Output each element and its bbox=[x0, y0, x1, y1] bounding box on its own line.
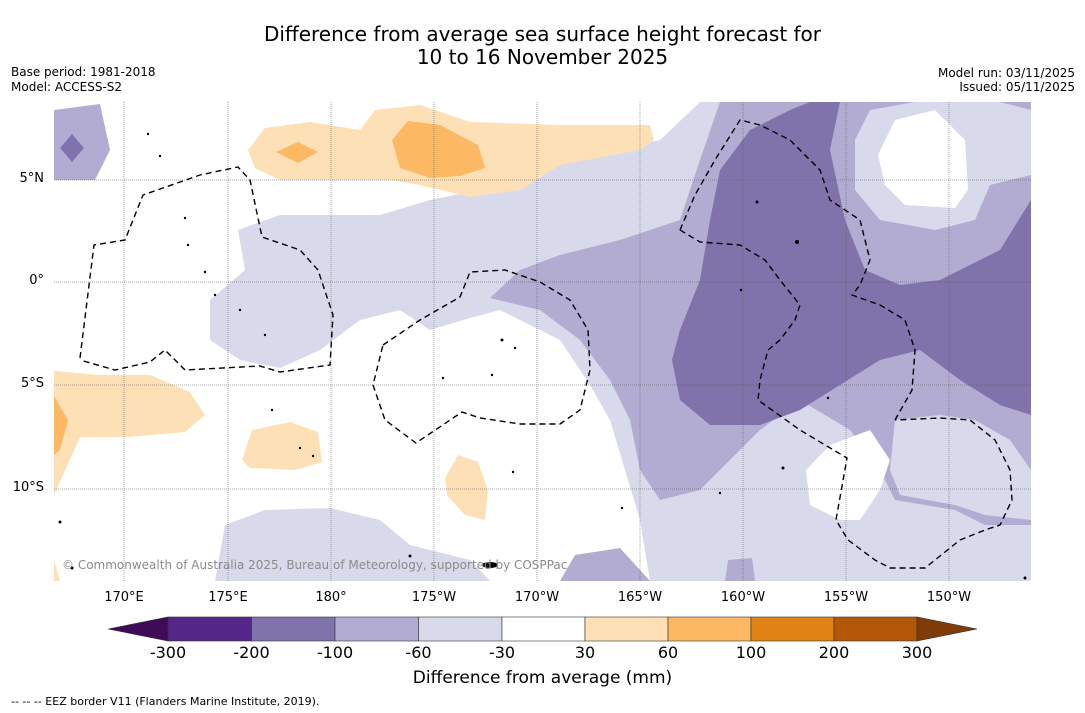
colorbar-tick-label: 30 bbox=[574, 643, 596, 662]
graticule bbox=[54, 102, 1031, 581]
colorbar-bin-5 bbox=[501, 616, 586, 642]
map-title-line-2: 10 to 16 November 2025 bbox=[416, 45, 669, 69]
lon-label-175e: 175°E bbox=[208, 590, 248, 605]
colorbar-bin-7 bbox=[667, 616, 752, 642]
lat-label-10s: 10°S bbox=[12, 480, 44, 495]
colorbar-tick-label: -100 bbox=[316, 643, 354, 662]
colorbar-title: Difference from average (mm) bbox=[412, 668, 673, 688]
contour-minus100-west bbox=[60, 134, 84, 162]
contour-plus60-north-small bbox=[276, 142, 318, 163]
contour-minus30-sw bbox=[215, 508, 490, 581]
colorbar-tick-label: -30 bbox=[488, 643, 516, 662]
issued-date: Issued: 05/11/2025 bbox=[959, 80, 1075, 94]
colorbar-tick-label: -200 bbox=[233, 643, 270, 662]
contour-plus30-west bbox=[54, 371, 205, 495]
lon-label-160w: 160°W bbox=[720, 590, 766, 605]
eez-legend: -- -- -- EEZ border V11 (Flanders Marine… bbox=[11, 695, 320, 708]
colorbar-bin-1 bbox=[167, 616, 252, 642]
islands bbox=[58, 132, 1027, 580]
colorbar-over-arrow bbox=[916, 616, 978, 642]
contour-plus60-west bbox=[54, 396, 68, 455]
contour-plus60-north bbox=[392, 121, 485, 178]
eez-borders bbox=[79, 119, 1013, 569]
lon-label-170w: 170°W bbox=[514, 590, 560, 605]
contour-plus30-south bbox=[242, 422, 322, 470]
lon-label-165w: 165°W bbox=[617, 590, 663, 605]
colorbar-bin-4 bbox=[418, 616, 503, 642]
colorbar-under-arrow bbox=[107, 616, 169, 642]
lon-label-180: 180° bbox=[315, 590, 347, 605]
lon-label-150w: 150°W bbox=[926, 590, 972, 605]
contour-plus30-south2 bbox=[445, 455, 488, 520]
contour-minus100-region bbox=[672, 102, 1031, 425]
lat-label-5n: 5°N bbox=[19, 171, 45, 186]
model-run: Model run: 03/11/2025 bbox=[937, 66, 1075, 80]
contour-neutral-ne-inner bbox=[878, 110, 968, 208]
map-title-line-1: Difference from average sea surface heig… bbox=[263, 22, 822, 46]
map-field bbox=[54, 102, 1031, 581]
colorbar-tick-label: 60 bbox=[657, 643, 679, 662]
colorbar-bin-3 bbox=[334, 616, 419, 642]
colorbar-bin-9 bbox=[833, 616, 918, 642]
lon-label-175w: 175°W bbox=[411, 590, 457, 605]
colorbar-tick-label: 200 bbox=[818, 643, 850, 662]
colorbar-bin-2 bbox=[251, 616, 336, 642]
lat-label-5s: 5°S bbox=[20, 376, 44, 391]
copyright-notice: © Commonwealth of Australia 2025, Bureau… bbox=[62, 558, 568, 572]
colorbar-tick-label: 100 bbox=[735, 643, 767, 662]
model-name: Model: ACCESS-S2 bbox=[11, 80, 123, 94]
lon-label-170e: 170°E bbox=[104, 590, 144, 605]
lat-label-0: 0° bbox=[29, 273, 44, 288]
colorbar-tick-label: -300 bbox=[149, 643, 187, 662]
contour-minus60-west bbox=[54, 104, 110, 180]
colorbar bbox=[107, 616, 978, 642]
contour-neutral-south bbox=[806, 430, 890, 520]
lon-label-155w: 155°W bbox=[823, 590, 869, 605]
contour-neutral-north bbox=[54, 102, 700, 215]
base-period: Base period: 1981-2018 bbox=[11, 65, 156, 79]
contour-plus30-corner bbox=[54, 560, 60, 581]
colorbar-bin-6 bbox=[584, 616, 669, 642]
colorbar-tick-label: 300 bbox=[901, 643, 933, 662]
colorbar-bin-8 bbox=[750, 616, 835, 642]
colorbar-tick-label: -60 bbox=[405, 643, 432, 662]
